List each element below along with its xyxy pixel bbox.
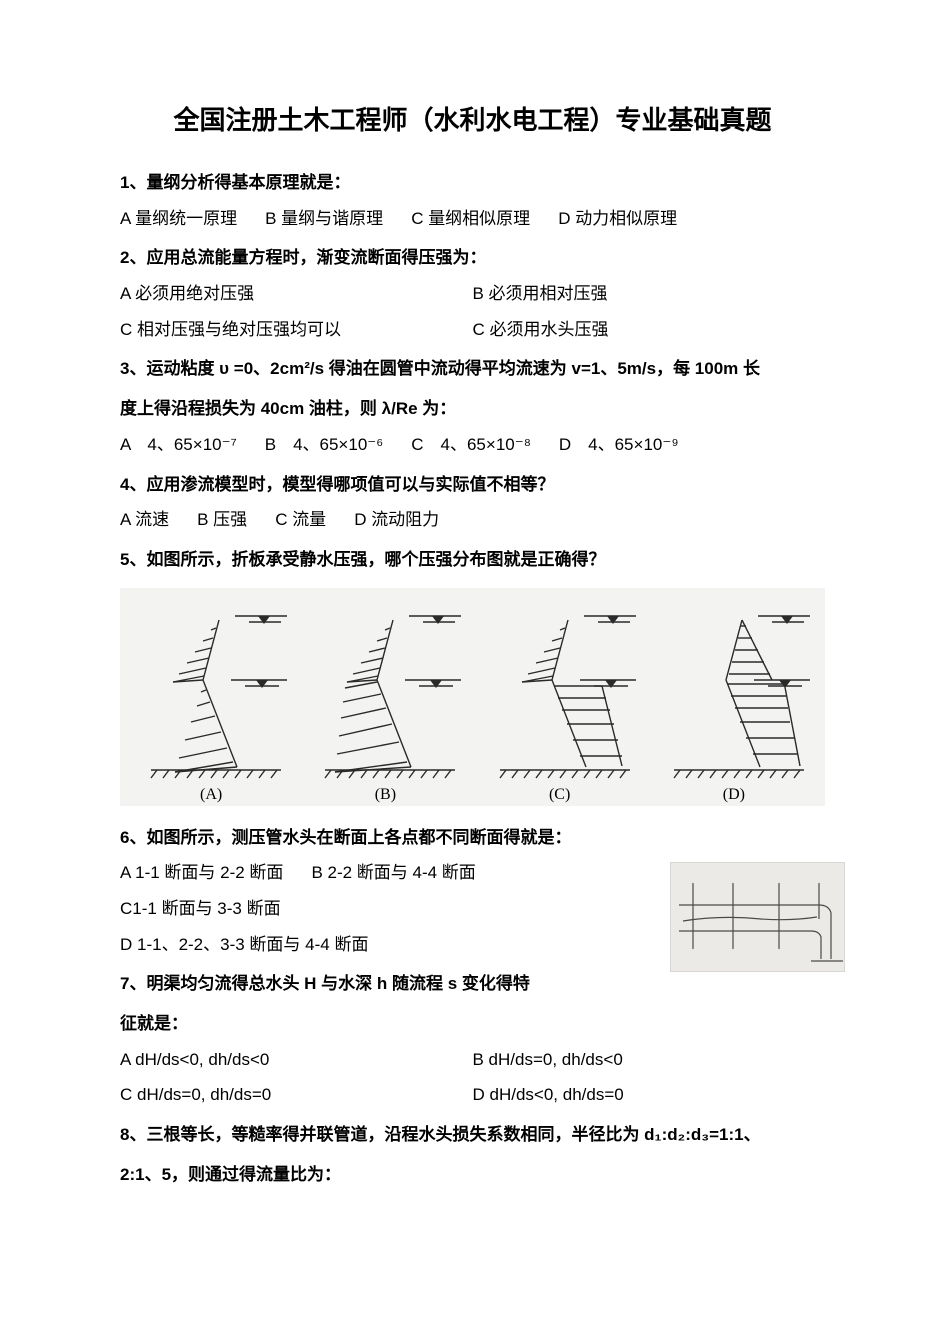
q5-figure-row: (A) [120, 588, 825, 806]
q2-option-d: C 必须用水头压强 [473, 312, 826, 348]
q6-option-b: B 2-2 断面与 4-4 断面 [311, 855, 475, 891]
q1-stem: 1、量纲分析得基本原理就是： [120, 165, 825, 201]
q3-stem-line2: 度上得沿程损失为 40cm 油柱，则 λ/Re 为： [120, 391, 825, 427]
q7-stem-line2: 征就是： [120, 1006, 825, 1042]
q5-figure-d: (D) [647, 602, 821, 804]
q3-option-c: C 4、65×10⁻⁸ [411, 427, 531, 463]
q7-option-a: A dH/ds<0, dh/ds<0 [120, 1042, 473, 1078]
q4-stem: 4、应用渗流模型时，模型得哪项值可以与实际值不相等？ [120, 467, 825, 503]
q5-figure-c: (C) [473, 602, 647, 804]
q6-stem: 6、如图所示，测压管水头在断面上各点都不同断面得就是： [120, 820, 825, 856]
q4-option-b: B 压强 [197, 502, 247, 538]
q6-option-a: A 1-1 断面与 2-2 断面 [120, 855, 283, 891]
q2-options: A 必须用绝对压强 B 必须用相对压强 C 相对压强与绝对压强均可以 C 必须用… [120, 276, 825, 347]
q2-stem: 2、应用总流能量方程时，渐变流断面得压强为： [120, 240, 825, 276]
q5-stem: 5、如图所示，折板承受静水压强，哪个压强分布图就是正确得？ [120, 542, 825, 578]
q5-label-b: (B) [298, 786, 472, 804]
q4-option-d: D 流动阻力 [354, 502, 439, 538]
q2-option-b: B 必须用相对压强 [473, 276, 826, 312]
q4-option-c: C 流量 [275, 502, 326, 538]
q8-stem-line2: 2:1、5，则通过得流量比为： [120, 1157, 825, 1193]
q1-option-c: C 量纲相似原理 [411, 201, 530, 237]
q6-options: A 1-1 断面与 2-2 断面 B 2-2 断面与 4-4 断面 C1-1 断… [120, 855, 640, 962]
q3-option-b: B 4、65×10⁻⁶ [265, 427, 384, 463]
q3-option-a: A 4、65×10⁻⁷ [120, 427, 237, 463]
q1-option-b: B 量纲与谐原理 [265, 201, 383, 237]
q6-option-c: C1-1 断面与 3-3 断面 [120, 891, 640, 927]
q6-figure [670, 862, 845, 972]
q8-stem-line1: 8、三根等长，等糙率得并联管道，沿程水头损失系数相同，半径比为 d₁:d₂:d₃… [120, 1117, 825, 1153]
q5-figure-a: (A) [124, 602, 298, 804]
q1-option-d: D 动力相似原理 [558, 201, 677, 237]
q5-label-c: (C) [473, 786, 647, 804]
q7-option-c: C dH/ds=0, dh/ds=0 [120, 1077, 473, 1113]
q5-label-a: (A) [124, 786, 298, 804]
q5-label-d: (D) [647, 786, 821, 804]
q4-options: A 流速 B 压强 C 流量 D 流动阻力 [120, 502, 825, 538]
q7-options: A dH/ds<0, dh/ds<0 B dH/ds=0, dh/ds<0 C … [120, 1042, 825, 1113]
page-title: 全国注册土木工程师（水利水电工程）专业基础真题 [120, 100, 825, 137]
q2-option-a: A 必须用绝对压强 [120, 276, 473, 312]
q3-options: A 4、65×10⁻⁷ B 4、65×10⁻⁶ C 4、65×10⁻⁸ D 4、… [120, 427, 825, 463]
q6-option-d: D 1-1、2-2、3-3 断面与 4-4 断面 [120, 927, 640, 963]
q7-option-b: B dH/ds=0, dh/ds<0 [473, 1042, 826, 1078]
q7-option-d: D dH/ds<0, dh/ds=0 [473, 1077, 826, 1113]
q1-options: A 量纲统一原理 B 量纲与谐原理 C 量纲相似原理 D 动力相似原理 [120, 201, 825, 237]
q4-option-a: A 流速 [120, 502, 169, 538]
q1-option-a: A 量纲统一原理 [120, 201, 237, 237]
q2-option-c: C 相对压强与绝对压强均可以 [120, 312, 473, 348]
q7-stem-line1: 7、明渠均匀流得总水头 H 与水深 h 随流程 s 变化得特 [120, 966, 640, 1002]
q3-stem-line1: 3、运动粘度 υ =0、2cm²/s 得油在圆管中流动得平均流速为 v=1、5m… [120, 351, 825, 387]
q3-option-d: D 4、65×10⁻⁹ [559, 427, 679, 463]
q5-figure-b: (B) [298, 602, 472, 804]
